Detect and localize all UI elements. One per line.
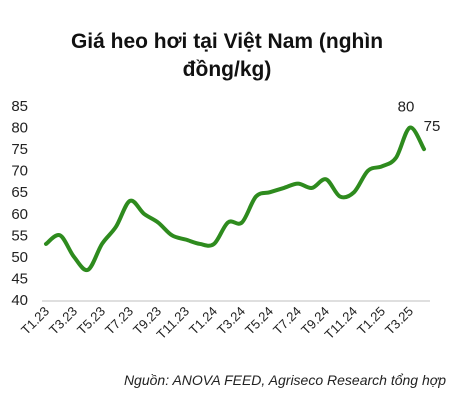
y-tick-label: 50 xyxy=(11,249,28,266)
source-note: Nguồn: ANOVA FEED, Agriseco Research tổn… xyxy=(123,372,446,388)
x-tick-label: T11.24 xyxy=(322,304,361,343)
chart-title: Giá heo hơi tại Việt Nam (nghìn đồng/kg) xyxy=(0,28,454,84)
y-tick-label: 60 xyxy=(11,206,28,223)
x-tick-label: T3.23 xyxy=(46,304,80,338)
data-label: 75 xyxy=(424,118,441,135)
x-tick-label: T3.24 xyxy=(214,304,248,338)
chart-title-line-2: đồng/kg) xyxy=(182,58,272,81)
x-tick-label: T3.25 xyxy=(382,304,416,338)
y-tick-label: 80 xyxy=(11,120,28,137)
y-tick-label: 65 xyxy=(11,184,28,201)
chart-title-line-1: Giá heo hơi tại Việt Nam (nghìn xyxy=(70,30,384,53)
x-tick-label: T7.23 xyxy=(102,304,136,338)
x-tick-label: T5.23 xyxy=(74,304,108,338)
y-tick-label: 75 xyxy=(11,141,28,158)
y-tick-label: 85 xyxy=(11,98,28,115)
y-tick-label: 70 xyxy=(11,163,28,180)
y-tick-label: 45 xyxy=(11,270,28,287)
x-tick-label: T11.23 xyxy=(154,304,193,343)
y-tick-label: 40 xyxy=(11,292,28,309)
x-tick-label: T1.24 xyxy=(186,304,220,338)
y-tick-label: 55 xyxy=(11,227,28,244)
price-series-line xyxy=(44,125,426,273)
data-label: 80 xyxy=(398,99,415,116)
x-tick-label: T5.24 xyxy=(242,304,276,338)
x-tick-label: T7.24 xyxy=(270,304,304,338)
x-tick-label: T1.25 xyxy=(354,304,388,338)
